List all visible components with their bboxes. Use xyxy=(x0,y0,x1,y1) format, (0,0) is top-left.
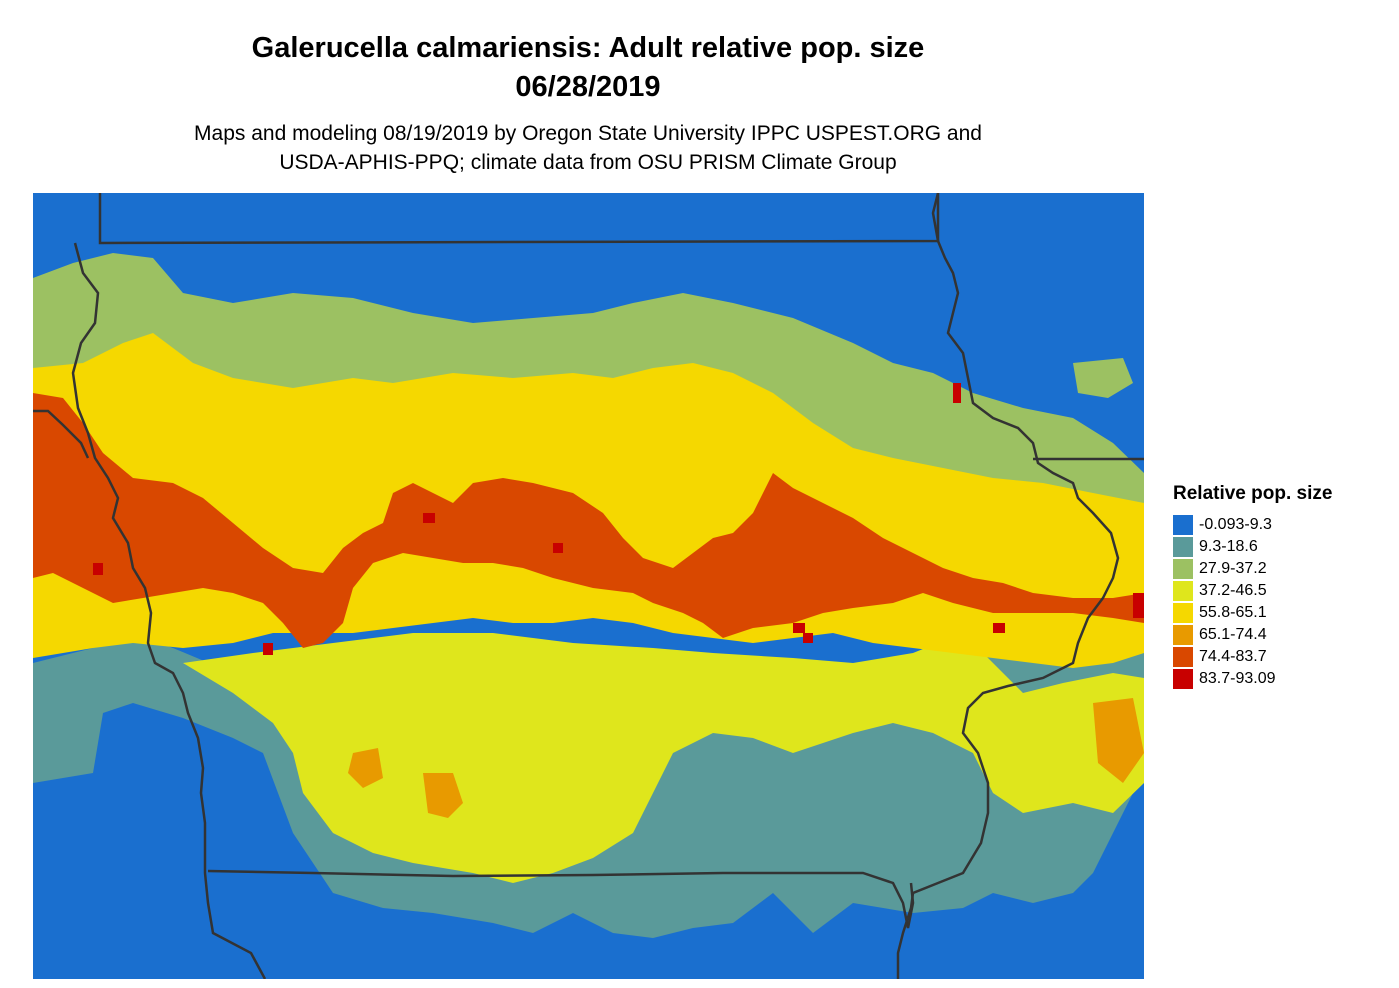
legend-swatch xyxy=(1173,515,1193,535)
legend-swatch xyxy=(1173,537,1193,557)
legend-swatch xyxy=(1173,603,1193,623)
band-83-7-93-09 xyxy=(93,383,1144,655)
legend-label: 74.4-83.7 xyxy=(1199,648,1267,665)
legend-item: 9.3-18.6 xyxy=(1173,536,1332,558)
legend-swatch xyxy=(1173,581,1193,601)
map-date: 06/28/2019 xyxy=(515,71,661,103)
legend-swatch xyxy=(1173,669,1193,689)
legend-item: 83.7-93.09 xyxy=(1173,668,1332,690)
legend-label: 83.7-93.09 xyxy=(1199,670,1276,687)
legend-label: 65.1-74.4 xyxy=(1199,626,1267,643)
band-65-1-74-4-c xyxy=(1093,698,1144,783)
legend-items: -0.093-9.3 9.3-18.6 27.9-37.2 37.2-46.5 … xyxy=(1173,514,1332,690)
legend-label: 9.3-18.6 xyxy=(1199,538,1258,555)
legend-title: Relative pop. size xyxy=(1173,483,1333,504)
legend-item: 65.1-74.4 xyxy=(1173,624,1332,646)
legend-swatch xyxy=(1173,559,1193,579)
map-credit-line-2: USDA-APHIS-PPQ; climate data from OSU PR… xyxy=(279,151,897,174)
legend-label: 27.9-37.2 xyxy=(1199,560,1267,577)
heat-map xyxy=(33,193,1144,979)
legend-label: 37.2-46.5 xyxy=(1199,582,1267,599)
band-65-1-74-4-a xyxy=(423,773,463,818)
map-title: Galerucella calmariensis: Adult relative… xyxy=(251,32,925,64)
legend-swatch xyxy=(1173,647,1193,667)
map-credit-line-1: Maps and modeling 08/19/2019 by Oregon S… xyxy=(194,122,982,145)
band-74-4-83-7 xyxy=(33,393,1144,648)
band-27-9-37-2-ne xyxy=(1073,358,1133,398)
legend-item: 74.4-83.7 xyxy=(1173,646,1332,668)
band-37-2-46-5 xyxy=(183,633,1144,883)
legend-item: 55.8-65.1 xyxy=(1173,602,1332,624)
heat-map-canvas xyxy=(33,193,1144,979)
band-65-1-74-4-b xyxy=(348,748,383,788)
legend: Relative pop. size -0.093-9.3 9.3-18.6 2… xyxy=(1173,482,1332,690)
legend-swatch xyxy=(1173,625,1193,645)
state-borders xyxy=(33,193,1144,979)
legend-item: -0.093-9.3 xyxy=(1173,514,1332,536)
legend-item: 27.9-37.2 xyxy=(1173,558,1332,580)
legend-label: -0.093-9.3 xyxy=(1199,516,1272,533)
legend-item: 37.2-46.5 xyxy=(1173,580,1332,602)
legend-label: 55.8-65.1 xyxy=(1199,604,1267,621)
